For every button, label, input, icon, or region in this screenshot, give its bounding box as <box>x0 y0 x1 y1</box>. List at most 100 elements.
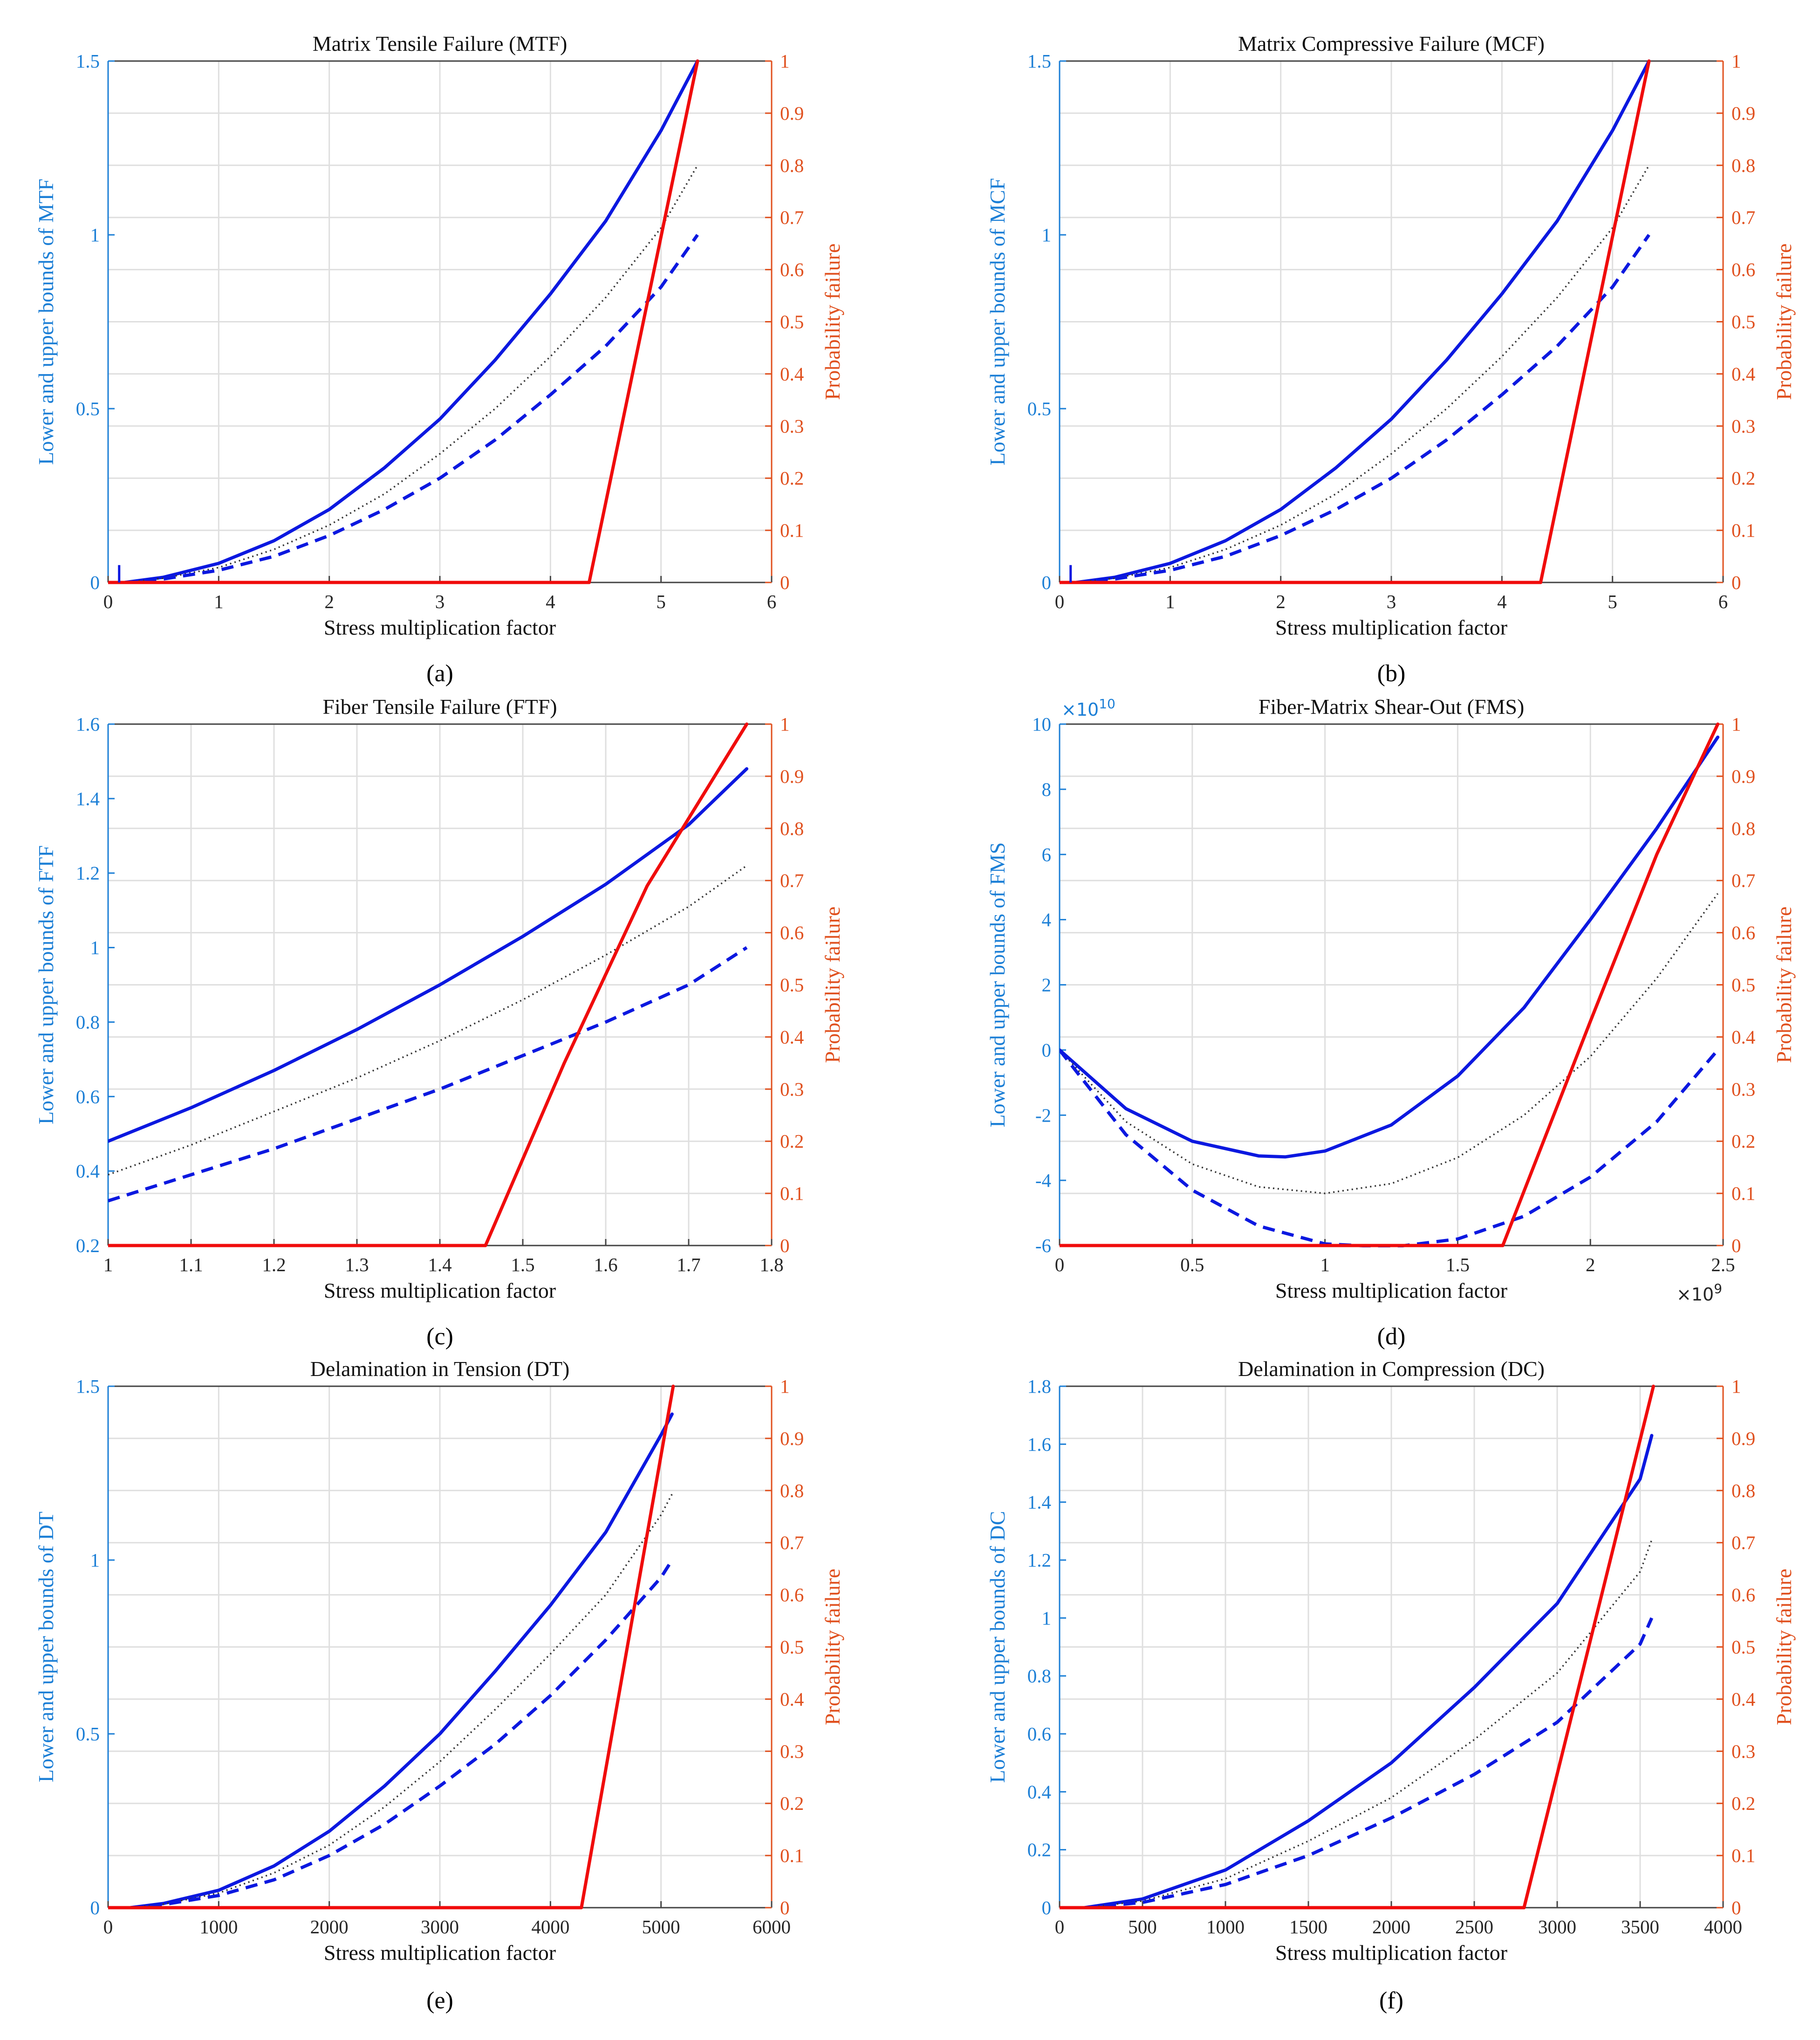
y2-tick-label: 0.8 <box>1731 155 1755 176</box>
upper-bound-line <box>123 59 699 584</box>
y2-tick-label: 0.5 <box>1731 311 1755 333</box>
y-tick-label: 1.5 <box>76 1376 100 1397</box>
y-tick-label: 0.5 <box>76 1723 100 1745</box>
y-tick-label: 0.8 <box>1027 1665 1051 1687</box>
x-tick-label: 5 <box>656 591 666 612</box>
y2-tick-label: 0.1 <box>1731 1183 1755 1204</box>
y-tick-label: 6 <box>1042 844 1052 865</box>
y2-tick-label: 0.7 <box>780 1532 804 1554</box>
y-tick-label: 1.6 <box>1027 1433 1051 1455</box>
x-tick-label: 2 <box>324 591 334 612</box>
y2-tick-label: 0.3 <box>1731 415 1755 437</box>
x-tick-label: 2500 <box>1455 1916 1493 1937</box>
chart-panel-e: 0 1000 2000 3000 4000 5000 600000.511.500.10.2… <box>34 1357 844 2014</box>
y2-tick-label: 0 <box>780 1235 790 1256</box>
y2-tick-label: 0 <box>780 1897 790 1918</box>
y-tick-label: 1.8 <box>1027 1376 1051 1397</box>
chart-panel-a: 0 1 2 3 4 5 600.511.500.10.20.30.40.50.60.70.8… <box>34 32 844 687</box>
y2-tick-label: 0.3 <box>780 1078 804 1100</box>
y-tick-label: 0 <box>1042 572 1052 593</box>
x-tick-label: 6000 <box>753 1916 791 1937</box>
y-axis-label: Lower and upper bounds of DT <box>34 1512 58 1782</box>
x-tick-label: 5000 <box>642 1916 680 1937</box>
y-tick-label: 0.8 <box>76 1011 100 1033</box>
y2-tick-label: 0.7 <box>780 207 804 228</box>
y2-tick-label: 0.1 <box>780 1845 804 1866</box>
x-tick-label: 6 <box>1718 591 1728 612</box>
y2-tick-label: 0.3 <box>1731 1740 1755 1762</box>
y-tick-label: 0 <box>90 1897 100 1918</box>
y-axis-multiplier: ×1010 <box>1061 696 1115 720</box>
y2-tick-label: 0.2 <box>780 1793 804 1814</box>
x-tick-label: 2000 <box>310 1916 349 1937</box>
x-tick-label: 0 <box>103 1916 113 1937</box>
panel-caption: (b) <box>1377 660 1406 687</box>
x-tick-label: 1 <box>1320 1254 1330 1275</box>
chart-title: Matrix Tensile Failure (MTF) <box>313 32 568 55</box>
y2-tick-label: 1 <box>780 1376 790 1397</box>
y2-tick-label: 0.9 <box>1731 1428 1755 1449</box>
y-tick-label: 1.5 <box>1027 50 1051 72</box>
x-tick-label: 1 <box>214 591 224 612</box>
x-tick-label: 3 <box>435 591 445 612</box>
y-tick-label: 0.4 <box>76 1160 100 1182</box>
y-axis-label: Lower and upper bounds of MCF <box>985 178 1009 466</box>
y2-tick-label: 0.2 <box>1731 467 1755 489</box>
y2-tick-label: 0.6 <box>780 259 804 281</box>
y2-tick-label: 0.8 <box>780 1480 804 1501</box>
y2-tick-label: 1 <box>1731 50 1741 72</box>
x-axis-label: Stress multiplication factor <box>1275 1941 1507 1965</box>
lower-bound-line <box>108 946 748 1203</box>
y2-tick-label: 0.9 <box>780 103 804 124</box>
y2-tick-label: 0.8 <box>780 155 804 176</box>
x-axis-label: Stress multiplication factor <box>1275 1279 1507 1302</box>
y2-tick-label: 0.2 <box>1731 1793 1755 1814</box>
x-tick-label: 2000 <box>1372 1916 1410 1937</box>
y2-tick-label: 0.2 <box>780 1130 804 1152</box>
x-tick-label: 2 <box>1586 1254 1595 1275</box>
y-tick-label: 0.6 <box>76 1086 100 1107</box>
x-tick-label: 1.4 <box>428 1254 452 1275</box>
x-tick-label: 0 <box>1055 1254 1065 1275</box>
y2-tick-label: 1 <box>1731 1376 1741 1397</box>
y-tick-label: 1.4 <box>76 788 100 809</box>
lower-bound-line <box>1084 1617 1654 1910</box>
x-tick-label: 6 <box>767 591 777 612</box>
y2-tick-label: 0.6 <box>1731 259 1755 281</box>
panel-caption: (e) <box>426 1987 453 2014</box>
y2-axis-label: Probability failure <box>821 907 844 1063</box>
x-tick-label: 1000 <box>199 1916 238 1937</box>
probability-failure-line <box>108 59 699 584</box>
y-axis-label: Lower and upper bounds of DC <box>985 1511 1009 1783</box>
x-tick-label: 1.1 <box>179 1254 203 1275</box>
y2-tick-label: 0.5 <box>780 311 804 333</box>
chart-panel-b: 0 1 2 3 4 5 600.511.500.10.20.30.40.50.60.70.8… <box>985 32 1796 687</box>
y2-tick-label: 0 <box>1731 1235 1741 1256</box>
y-tick-label: 1.5 <box>76 50 100 72</box>
y2-tick-label: 0.7 <box>1731 207 1755 228</box>
y2-tick-label: 0.4 <box>780 1688 804 1710</box>
x-tick-label: 1.8 <box>759 1254 783 1275</box>
chart-title: Delamination in Compression (DC) <box>1238 1357 1545 1381</box>
x-multiplier-base: ×10 <box>1676 1284 1714 1305</box>
x-tick-label: 1.2 <box>262 1254 286 1275</box>
y-tick-label: 4 <box>1042 909 1052 931</box>
x-tick-label: 5 <box>1608 591 1617 612</box>
y2-tick-label: 0.1 <box>780 1183 804 1204</box>
x-axis-label: Stress multiplication factor <box>324 1941 556 1965</box>
mean-line <box>130 1493 673 1909</box>
y2-tick-label: 0.9 <box>780 766 804 787</box>
probability-failure-line <box>1060 59 1651 584</box>
panel-caption: (a) <box>426 660 453 687</box>
upper-bound-line <box>108 767 749 1143</box>
x-tick-label: 4000 <box>1704 1916 1742 1937</box>
y2-axis-label: Probability failure <box>1772 244 1796 400</box>
y2-tick-label: 0 <box>1731 572 1741 593</box>
lower-bound-line <box>1076 233 1650 584</box>
probability-failure-line <box>108 1384 675 1910</box>
y2-tick-label: 0 <box>1731 1897 1741 1918</box>
y-tick-label: 1 <box>90 1549 100 1571</box>
y-tick-label: 1.6 <box>76 713 100 735</box>
y-tick-label: -2 <box>1035 1104 1051 1126</box>
x-tick-label: 4 <box>546 591 555 612</box>
